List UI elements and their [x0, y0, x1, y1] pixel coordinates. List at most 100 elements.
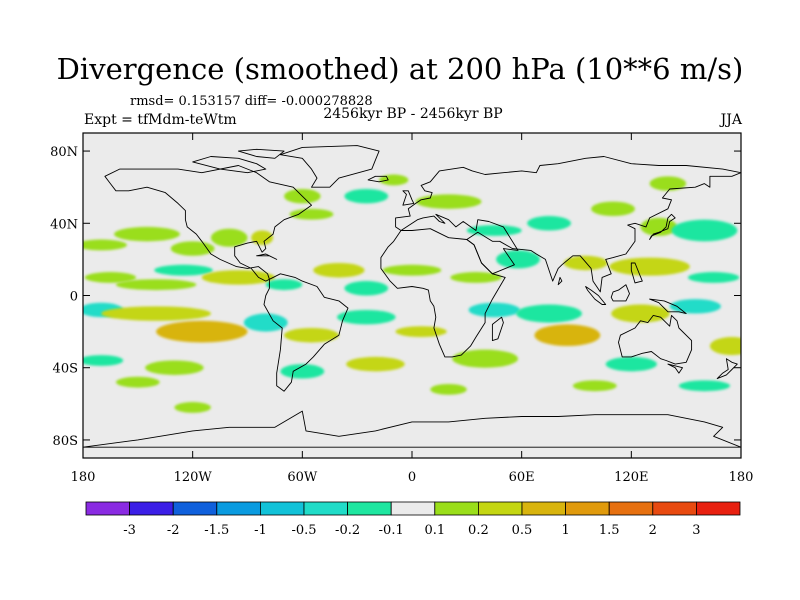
divergence-region — [174, 402, 211, 413]
divergence-region — [84, 272, 137, 283]
divergence-region — [145, 360, 204, 375]
divergence-region — [346, 356, 405, 372]
divergence-region — [649, 176, 687, 191]
colorbar-label: 1 — [561, 523, 569, 538]
divergence-region — [527, 216, 572, 231]
divergence-region — [284, 328, 339, 343]
divergence-region — [313, 263, 365, 278]
divergence-region — [687, 272, 740, 283]
coastline — [667, 363, 683, 374]
coastline — [395, 156, 741, 293]
season-label: JJA — [720, 112, 742, 128]
colorbar: -3 -2 -1.5 -1 -0.5 -0.2 -0.1 0.1 0.2 0.5 1 1.5 2 3 — [85, 501, 741, 538]
colorbar-swatch — [259, 501, 305, 516]
colorbar-label: 1.5 — [599, 523, 620, 538]
colorbar-swatch — [85, 501, 130, 516]
divergence-region — [572, 380, 617, 392]
divergence-region — [496, 250, 540, 269]
divergence-region — [415, 194, 482, 209]
divergence-region — [609, 257, 690, 276]
divergence-region — [83, 355, 124, 366]
divergence-region — [611, 304, 670, 323]
lon-tick-label: 180 — [729, 470, 754, 485]
colorbar-swatch — [477, 501, 523, 516]
colorbar-label: -0.2 — [335, 523, 360, 538]
coastline — [83, 410, 741, 448]
coastline — [367, 175, 389, 183]
colorbar-label: -0.1 — [379, 523, 404, 538]
coastline — [402, 190, 415, 206]
colorbar-label: 0.5 — [512, 523, 533, 538]
divergence-region — [201, 270, 275, 285]
coastline — [491, 316, 504, 342]
axis-ticks-layer: 80N 40N 0 40S 80S 180 120W 60W 0 60E 120E 180 — [50, 133, 753, 485]
divergence-region — [210, 228, 248, 247]
lon-tick-label: 0 — [408, 470, 416, 485]
divergence-region — [289, 208, 334, 220]
colorbar-swatch — [608, 501, 654, 516]
coastline — [557, 276, 563, 286]
divergence-region — [115, 279, 197, 291]
coastline — [630, 262, 643, 284]
colorbar-label: 0.2 — [468, 523, 489, 538]
lon-tick-label: 60E — [509, 470, 535, 485]
lon-tick-label: 120E — [614, 470, 648, 485]
coastline — [104, 165, 312, 282]
divergence-region — [243, 313, 288, 332]
colorbar-label: -1.5 — [204, 523, 229, 538]
divergence-region — [382, 264, 442, 276]
divergence-region — [563, 255, 608, 271]
coastline — [649, 298, 687, 315]
colorbar-swatch — [565, 501, 610, 516]
colorbar-label: 0.1 — [424, 523, 445, 538]
divergence-region — [430, 383, 467, 395]
divergence-region — [640, 217, 678, 236]
divergence-region — [709, 337, 741, 356]
lon-tick-label: 60W — [287, 470, 318, 485]
divergence-region — [516, 304, 582, 323]
divergence-region — [280, 364, 325, 379]
colorbar-swatch — [390, 501, 436, 516]
coastline-layer — [83, 145, 741, 448]
map-title: Divergence (smoothed) at 200 hPa (10**6 … — [56, 52, 744, 86]
divergence-region — [671, 219, 738, 242]
colorbar-swatch — [434, 501, 479, 516]
lon-tick-label: 120W — [174, 470, 213, 485]
divergence-region — [466, 225, 522, 236]
divergence-region — [678, 380, 731, 392]
divergence-region — [114, 226, 180, 242]
colorbar-label: -2 — [167, 523, 180, 538]
period-label: 2456kyr BP - 2456kyr BP — [323, 106, 503, 122]
divergence-region — [605, 356, 657, 372]
colorbar-label: -1 — [254, 523, 267, 538]
coastline — [585, 286, 607, 305]
divergence-region — [251, 230, 274, 245]
coastline — [380, 228, 506, 358]
colorbar-swatch — [216, 501, 261, 516]
lat-tick-label: 40S — [53, 362, 78, 377]
divergence-region — [468, 302, 520, 318]
colorbar-swatch — [129, 501, 174, 516]
divergence-region — [265, 279, 303, 291]
coastline — [649, 213, 676, 240]
divergence-region — [83, 239, 127, 251]
divergence-region — [395, 326, 447, 338]
coastline — [279, 145, 380, 188]
colorbar-swatch — [521, 501, 566, 516]
lat-tick-label: 80S — [53, 434, 78, 449]
lon-tick-label: 180 — [71, 470, 96, 485]
coastline — [192, 156, 267, 174]
divergence-region — [450, 272, 502, 283]
divergence-region — [170, 241, 215, 256]
coastline — [237, 148, 285, 159]
coastline — [716, 358, 738, 380]
colorbar-swatch — [696, 501, 741, 516]
divergence-region — [337, 309, 396, 325]
colorbar-swatch — [652, 501, 697, 516]
divergence-region — [154, 264, 213, 276]
statistics-label: rmsd= 0.153157 diff= -0.000278828 — [130, 94, 373, 109]
lat-tick-label: 0 — [70, 290, 78, 305]
coastline — [618, 314, 693, 365]
divergence-region — [534, 324, 601, 347]
divergence-region — [156, 320, 248, 343]
